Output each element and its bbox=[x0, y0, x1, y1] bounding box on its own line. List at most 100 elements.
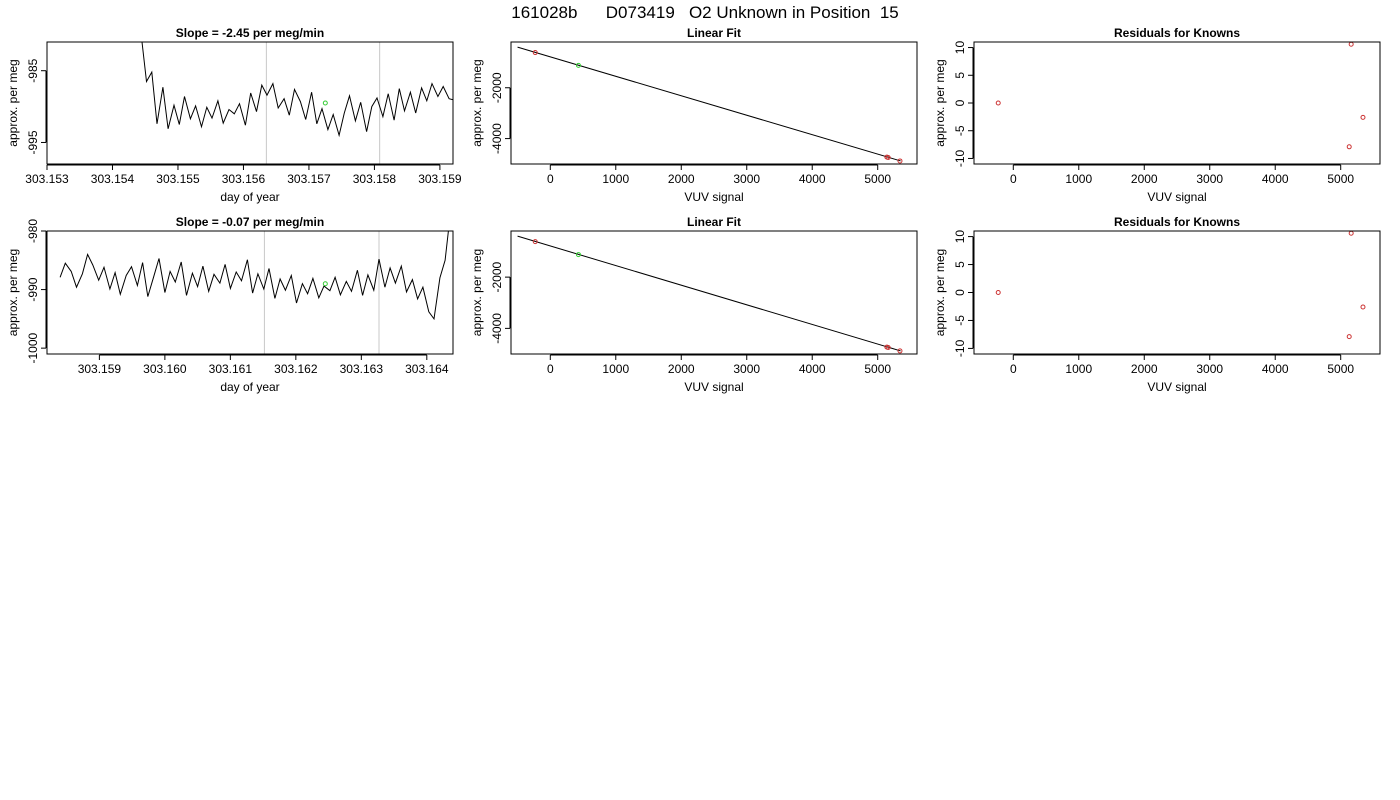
x-axis: 0 1000 2000 3000 4000 5000 VUV signal bbox=[1010, 164, 1354, 204]
x-tick-label: 2000 bbox=[1131, 172, 1158, 186]
panel-4: Slope = -0.07 per meg/min 303.159 303.160 3… bbox=[6, 215, 454, 394]
data-point bbox=[897, 158, 903, 164]
y-axis-label: approx. per meg bbox=[6, 59, 20, 146]
panel-title: Slope = -0.07 per meg/min bbox=[176, 215, 324, 229]
y-axis-label: approx. per meg bbox=[6, 249, 20, 336]
data-point bbox=[1360, 114, 1366, 120]
data-point bbox=[1346, 144, 1352, 150]
x-axis-label: VUV signal bbox=[684, 190, 743, 204]
x-tick-label: 5000 bbox=[1327, 172, 1354, 186]
data-point bbox=[995, 290, 1001, 295]
x-tick-label: 1000 bbox=[1065, 362, 1092, 376]
y-axis-label: approx. per meg bbox=[470, 59, 484, 146]
page-title: 161028b D073419 O2 Unknown in Position 1… bbox=[511, 3, 898, 22]
x-tick-label: 303.158 bbox=[353, 172, 397, 186]
x-tick-label: 303.160 bbox=[143, 362, 187, 376]
y-tick-label: -4000 bbox=[490, 123, 504, 154]
plot-frame bbox=[510, 230, 918, 355]
y-tick-label: -5 bbox=[953, 315, 967, 326]
series-line bbox=[59, 231, 449, 321]
x-tick-label: 2000 bbox=[668, 362, 695, 376]
x-axis: 0 1000 2000 3000 4000 5000 VUV signal bbox=[1010, 354, 1354, 394]
x-tick-label: 303.155 bbox=[156, 172, 200, 186]
x-tick-label: 0 bbox=[547, 172, 554, 186]
x-tick-label: 1000 bbox=[602, 172, 629, 186]
y-axis: -4000 -2000 approx. per meg bbox=[470, 59, 511, 154]
panel-1: Slope = -2.45 per meg/min 303.153 303.154 3… bbox=[6, 26, 462, 204]
panel-title: Residuals for Knowns bbox=[1114, 215, 1240, 229]
y-tick-label: -990 bbox=[26, 277, 40, 301]
x-tick-label: 303.153 bbox=[25, 172, 69, 186]
y-tick-label: -2000 bbox=[490, 261, 504, 292]
fit-line bbox=[517, 46, 901, 162]
x-axis-label: day of year bbox=[220, 190, 279, 204]
plot-area bbox=[517, 46, 903, 164]
data-point bbox=[575, 252, 581, 258]
unknown-marker bbox=[322, 281, 328, 287]
x-tick-label: 3000 bbox=[1196, 172, 1223, 186]
x-tick-label: 2000 bbox=[1131, 362, 1158, 376]
y-axis: -995 -985 approx. per meg bbox=[6, 58, 47, 154]
data-point bbox=[1346, 334, 1352, 340]
y-tick-label: -980 bbox=[26, 219, 40, 243]
data-point bbox=[1360, 304, 1366, 310]
x-axis-label: VUV signal bbox=[1147, 190, 1206, 204]
y-axis: -1000 -990 -980 approx. per meg bbox=[6, 219, 47, 363]
x-tick-label: 4000 bbox=[799, 362, 826, 376]
x-tick-label: 5000 bbox=[864, 172, 891, 186]
y-axis-label: approx. per meg bbox=[470, 249, 484, 336]
plot-frame bbox=[46, 41, 454, 165]
data-point bbox=[897, 348, 903, 354]
x-tick-label: 303.157 bbox=[287, 172, 331, 186]
x-tick-label: 303.163 bbox=[340, 362, 384, 376]
y-tick-label: -10 bbox=[953, 339, 967, 357]
x-tick-label: 303.164 bbox=[405, 362, 449, 376]
data-point bbox=[995, 100, 1001, 106]
y-tick-label: -985 bbox=[26, 58, 40, 82]
fit-line bbox=[517, 235, 901, 352]
panel-5: Linear Fit 0 1000 2000 3000 4000 5000 VUV signa… bbox=[470, 215, 918, 394]
panel-title: Slope = -2.45 per meg/min bbox=[176, 26, 324, 40]
y-tick-label: 5 bbox=[953, 261, 967, 268]
x-tick-label: 4000 bbox=[799, 172, 826, 186]
y-tick-label: 10 bbox=[953, 230, 967, 244]
series-line bbox=[141, 42, 453, 138]
y-tick-label: -995 bbox=[26, 130, 40, 154]
y-tick-label: -10 bbox=[953, 149, 967, 167]
x-tick-label: 303.159 bbox=[78, 362, 122, 376]
y-axis: -10 -5 0 5 10 approx. per meg bbox=[933, 230, 974, 357]
y-tick-label: -5 bbox=[953, 125, 967, 136]
x-tick-label: 3000 bbox=[733, 362, 760, 376]
x-axis-label: day of year bbox=[220, 380, 279, 394]
panel-title: Linear Fit bbox=[687, 215, 741, 229]
plot-frame bbox=[510, 41, 918, 165]
x-tick-label: 303.162 bbox=[274, 362, 318, 376]
data-point bbox=[575, 62, 581, 68]
y-tick-label: 10 bbox=[953, 41, 967, 55]
x-tick-label: 1000 bbox=[1065, 172, 1092, 186]
plot-area bbox=[141, 42, 453, 164]
y-tick-label: 5 bbox=[953, 72, 967, 79]
x-tick-label: 0 bbox=[547, 362, 554, 376]
plot-frame bbox=[973, 230, 1381, 355]
x-axis-label: VUV signal bbox=[684, 380, 743, 394]
y-tick-label: -1000 bbox=[26, 332, 40, 363]
y-axis-label: approx. per meg bbox=[933, 249, 947, 336]
plot-frame bbox=[973, 41, 1381, 165]
x-tick-label: 0 bbox=[1010, 172, 1017, 186]
x-axis-label: VUV signal bbox=[1147, 380, 1206, 394]
x-axis: 0 1000 2000 3000 4000 5000 VUV signal bbox=[547, 164, 891, 204]
x-tick-label: 1000 bbox=[602, 362, 629, 376]
x-tick-label: 303.154 bbox=[91, 172, 135, 186]
plot-area bbox=[995, 231, 1366, 340]
x-axis: 303.153 303.154 303.155 303.156 303.157 303.1… bbox=[25, 164, 462, 204]
x-tick-label: 2000 bbox=[668, 172, 695, 186]
x-axis: 0 1000 2000 3000 4000 5000 VUV signal bbox=[547, 354, 891, 394]
y-axis: -4000 -2000 approx. per meg bbox=[470, 249, 511, 344]
x-tick-label: 4000 bbox=[1262, 362, 1289, 376]
panel-title: Residuals for Knowns bbox=[1114, 26, 1240, 40]
